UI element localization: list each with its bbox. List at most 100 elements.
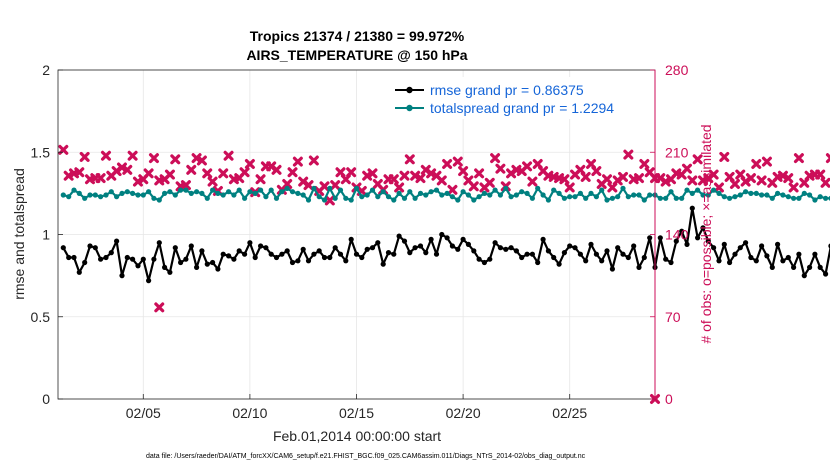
rmse-point bbox=[199, 248, 205, 254]
totalspread-point bbox=[258, 187, 264, 193]
totalspread-point bbox=[599, 187, 605, 193]
totalspread-point bbox=[540, 192, 546, 198]
totalspread-point bbox=[76, 190, 82, 196]
obs-assimilated-marker bbox=[729, 178, 740, 189]
rmse-point bbox=[359, 254, 365, 261]
totalspread-point bbox=[103, 192, 109, 198]
totalspread-point bbox=[556, 190, 562, 196]
totalspread-point bbox=[684, 187, 690, 193]
obs-assimilated-marker bbox=[495, 163, 506, 174]
rmse-point bbox=[775, 241, 781, 247]
totalspread-point bbox=[663, 195, 669, 201]
x-tick-label: 02/05 bbox=[126, 405, 161, 421]
obs-assimilated-marker bbox=[580, 171, 591, 182]
rmse-point bbox=[369, 245, 376, 251]
totalspread-point bbox=[263, 194, 269, 200]
legend-spread-label: totalspread grand pr = 1.2294 bbox=[430, 100, 614, 116]
y-tick-label-left: 2 bbox=[42, 62, 50, 78]
obs-assimilated-marker bbox=[490, 153, 501, 164]
y-tick-label-left: 1 bbox=[42, 227, 50, 243]
obs-assimilated-marker bbox=[468, 181, 479, 192]
rmse-point bbox=[535, 259, 541, 266]
rmse-point bbox=[508, 245, 514, 251]
totalspread-point bbox=[401, 195, 408, 201]
legend: rmse grand pr = 0.86375 totalspread gran… bbox=[390, 77, 652, 119]
rmse-point bbox=[711, 245, 717, 251]
rmse-point bbox=[593, 251, 600, 257]
rmse-point bbox=[551, 254, 557, 261]
totalspread-point bbox=[551, 187, 557, 193]
totalspread-point bbox=[305, 197, 312, 203]
totalspread-point bbox=[114, 194, 120, 200]
obs-assimilated-marker bbox=[681, 163, 692, 174]
rmse-point bbox=[311, 251, 317, 257]
rmse-point bbox=[684, 241, 690, 247]
rmse-point bbox=[87, 243, 93, 249]
totalspread-point bbox=[273, 195, 280, 201]
obs-assimilated-marker bbox=[388, 174, 399, 185]
totalspread-point bbox=[471, 197, 477, 203]
rmse-point bbox=[540, 236, 546, 242]
rmse-point bbox=[423, 250, 429, 256]
rmse-point bbox=[444, 235, 450, 241]
rmse-point bbox=[316, 248, 322, 254]
obs-assimilated-marker bbox=[271, 164, 282, 175]
obs-assimilated-marker bbox=[639, 159, 650, 169]
totalspread-point bbox=[412, 195, 418, 201]
rmse-point bbox=[572, 245, 578, 251]
rmse-point bbox=[721, 241, 727, 247]
obs-assimilated-marker bbox=[793, 153, 804, 164]
rmse-point bbox=[396, 233, 402, 239]
rmse-point bbox=[807, 264, 813, 270]
rmse-point bbox=[258, 243, 264, 249]
totalspread-point bbox=[524, 190, 530, 196]
totalspread-point bbox=[631, 192, 637, 198]
obs-assimilated-marker bbox=[436, 175, 447, 186]
rmse-point bbox=[583, 258, 589, 264]
totalspread-point bbox=[764, 192, 770, 198]
rmse-point bbox=[705, 238, 711, 244]
obs-assimilated-marker bbox=[148, 153, 159, 164]
rmse-point bbox=[162, 264, 168, 270]
rmse-point bbox=[631, 243, 637, 249]
totalspread-point bbox=[444, 190, 450, 196]
x-tick-label: 02/25 bbox=[552, 405, 587, 421]
rmse-point bbox=[151, 256, 157, 262]
rmse-point bbox=[279, 251, 285, 257]
rmse-point bbox=[439, 231, 445, 238]
totalspread-point bbox=[625, 194, 631, 200]
totalspread-point bbox=[337, 187, 344, 193]
rmse-point bbox=[743, 240, 749, 246]
totalspread-point bbox=[593, 194, 600, 200]
totalspread-point bbox=[705, 192, 711, 198]
rmse-point bbox=[66, 254, 72, 261]
totalspread-point bbox=[700, 192, 706, 198]
rmse-point bbox=[321, 254, 328, 261]
legend-box bbox=[390, 77, 652, 119]
totalspread-point bbox=[167, 189, 173, 195]
rmse-point bbox=[700, 225, 706, 231]
y-axis-label-right: # of obs: o=possible; ×=assimilated bbox=[698, 124, 714, 343]
totalspread-point bbox=[492, 187, 498, 193]
obs-assimilated-marker bbox=[783, 173, 794, 184]
rmse-point bbox=[300, 246, 306, 252]
chart-title-line2: AIRS_TEMPERATURE @ 150 hPa bbox=[246, 47, 467, 63]
rmse-point bbox=[417, 243, 424, 249]
totalspread-point bbox=[689, 190, 695, 196]
rmse-point bbox=[343, 258, 349, 264]
totalspread-point bbox=[380, 189, 386, 195]
y-tick-label-left: 0.5 bbox=[31, 309, 51, 325]
axis-ticks: 02/05 02/10 02/15 02/20 02/25 0 0.5 1 1.5 2 0 70 140… bbox=[31, 62, 689, 421]
obs-assimilated-marker bbox=[164, 169, 175, 180]
totalspread-point bbox=[604, 197, 610, 203]
rmse-point bbox=[353, 251, 360, 257]
totalspread-point bbox=[529, 195, 536, 201]
legend-rmse-marker bbox=[406, 86, 413, 94]
rmse-point bbox=[130, 256, 136, 262]
rmse-point bbox=[412, 245, 418, 251]
y-tick-label-right: 280 bbox=[665, 62, 689, 78]
rmse-point bbox=[609, 266, 616, 272]
totalspread-point bbox=[71, 187, 77, 193]
totalspread-point bbox=[135, 192, 141, 198]
rmse-point bbox=[753, 258, 759, 264]
